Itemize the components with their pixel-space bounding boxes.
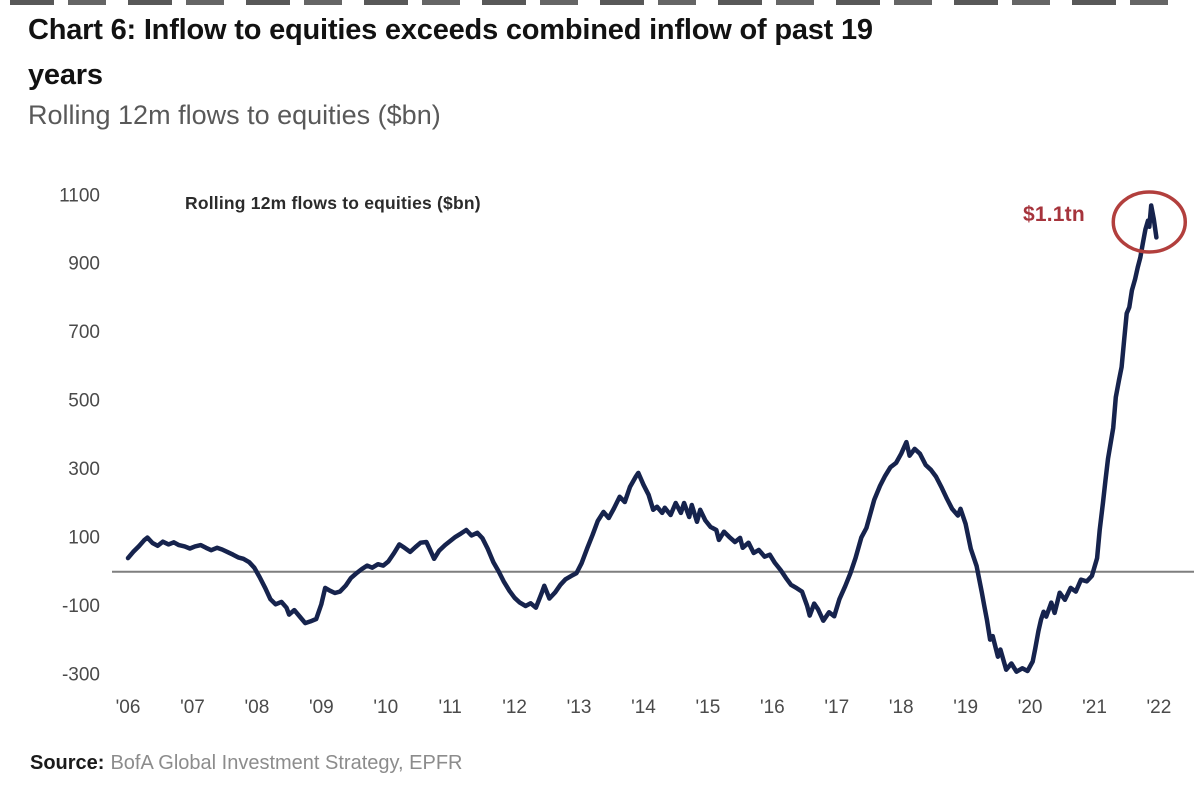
chart-inner-legend: Rolling 12m flows to equities ($bn) — [185, 193, 481, 213]
x-axis-tick-label: '06 — [116, 697, 141, 718]
y-axis-tick-label: 700 — [68, 322, 100, 343]
chart-subtitle: Rolling 12m flows to equities ($bn) — [28, 100, 441, 130]
x-axis-tick-label: '10 — [373, 697, 398, 718]
x-axis-tick-label: '15 — [696, 697, 721, 718]
x-axis-tick-label: '11 — [439, 697, 462, 718]
source-label: Source: — [30, 752, 105, 774]
chart-title-line1: Chart 6: Inflow to equities exceeds comb… — [28, 14, 873, 46]
x-axis-tick-label: '17 — [824, 697, 849, 718]
x-axis-tick-label: '21 — [1082, 697, 1107, 718]
x-axis-tick-label: '14 — [631, 697, 656, 718]
y-axis-tick-label: -300 — [62, 664, 100, 685]
y-axis-tick-label: 900 — [68, 254, 100, 275]
x-axis-tick-label: '16 — [760, 697, 785, 718]
chart-title-line2: years — [28, 59, 103, 91]
cropped-text-artifact-strip — [10, 0, 1190, 5]
x-axis-tick-label: '07 — [180, 697, 205, 718]
x-axis-tick-label: '12 — [502, 697, 527, 718]
flows-series-line — [125, 203, 1159, 674]
y-axis-tick-label: 500 — [68, 391, 100, 412]
x-axis-tick-label: '09 — [309, 697, 334, 718]
x-axis-tick-label: '13 — [567, 697, 592, 718]
x-axis-tick-label: '08 — [245, 697, 270, 718]
chart-title: Chart 6: Inflow to equities exceeds comb… — [28, 8, 1178, 98]
y-axis-tick-label: 300 — [68, 459, 100, 480]
x-axis-tick-label: '20 — [1018, 697, 1043, 718]
source-text: BofA Global Investment Strategy, EPFR — [110, 752, 463, 774]
source-line: Source: BofA Global Investment Strategy, … — [30, 752, 462, 775]
x-axis-tick-label: '19 — [953, 697, 978, 718]
y-axis-tick-label: 1100 — [59, 185, 100, 206]
y-axis-tick-label: 100 — [68, 528, 100, 549]
x-axis-tick-label: '22 — [1147, 697, 1172, 718]
y-axis-tick-label: -100 — [62, 596, 100, 617]
peak-highlight-ellipse — [1111, 190, 1188, 254]
x-axis-tick-label: '18 — [889, 697, 914, 718]
peak-annotation-label: $1.1tn — [1023, 203, 1085, 226]
